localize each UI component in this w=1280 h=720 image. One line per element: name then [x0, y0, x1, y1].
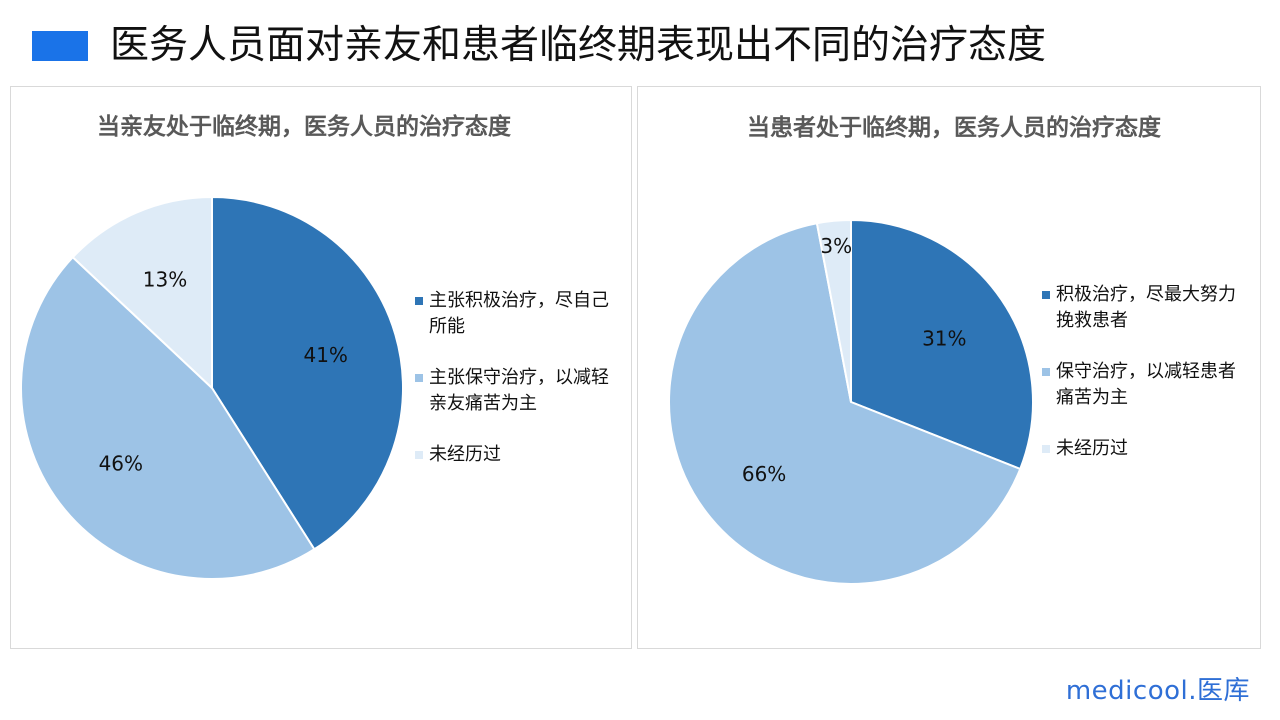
legend-label: 积极治疗，尽最大努力挽救患者 [1056, 284, 1236, 331]
chart-panel-relatives: 当亲友处于临终期，医务人员的治疗态度 41% 46% 13% 主张积极治疗，尽自己所… [10, 86, 632, 649]
pie-chart-patients: 31% 66% 3% [668, 218, 1034, 585]
legend: 积极治疗，尽最大努力挽救患者 保守治疗，以减轻患者痛苦为主 未经历过 [1042, 282, 1252, 487]
pie-slice [71, 195, 213, 391]
pie-chart-relatives: 41% 46% 13% [20, 195, 404, 580]
legend-swatch [415, 374, 423, 382]
data-label: 3% [820, 234, 852, 258]
legend-label: 主张积极治疗，尽自己所能 [429, 290, 609, 337]
page-title: 医务人员面对亲友和患者临终期表现出不同的治疗态度 [110, 23, 1047, 68]
data-label: 41% [303, 343, 347, 367]
chart-title: 当亲友处于临终期，医务人员的治疗态度 [97, 114, 511, 140]
legend-swatch [1042, 291, 1050, 299]
legend-item: 主张积极治疗，尽自己所能 [415, 288, 625, 340]
data-label: 31% [922, 327, 966, 351]
pie-slice [20, 255, 316, 580]
legend-swatch [1042, 368, 1050, 376]
chart-panel-patients: 当患者处于临终期，医务人员的治疗态度 31% 66% 3% 积极治疗，尽最大努力挽救… [637, 86, 1261, 649]
legend-label: 主张保守治疗，以减轻亲友痛苦为主 [429, 367, 609, 414]
legend-label: 未经历过 [1056, 438, 1128, 459]
chart-title: 当患者处于临终期，医务人员的治疗态度 [747, 115, 1161, 141]
legend-swatch [415, 297, 423, 305]
pie-slice [668, 222, 1022, 585]
legend-label: 保守治疗，以减轻患者痛苦为主 [1056, 361, 1236, 408]
pie-slice [850, 218, 1034, 471]
legend-item: 未经历过 [1042, 436, 1252, 462]
pie-slice [815, 218, 852, 403]
legend-item: 保守治疗，以减轻患者痛苦为主 [1042, 359, 1252, 411]
legend-swatch [1042, 445, 1050, 453]
data-label: 66% [742, 462, 786, 486]
brand-logo: medicool.医库 [1065, 676, 1250, 706]
pie-slice [211, 195, 404, 551]
legend-item: 积极治疗，尽最大努力挽救患者 [1042, 282, 1252, 334]
title-accent-bar [32, 31, 88, 61]
legend: 主张积极治疗，尽自己所能 主张保守治疗，以减轻亲友痛苦为主 未经历过 [415, 288, 625, 493]
data-label: 46% [99, 452, 143, 476]
data-label: 13% [143, 267, 187, 291]
legend-swatch [415, 451, 423, 459]
legend-item: 未经历过 [415, 442, 625, 468]
legend-label: 未经历过 [429, 444, 501, 465]
legend-item: 主张保守治疗，以减轻亲友痛苦为主 [415, 365, 625, 417]
